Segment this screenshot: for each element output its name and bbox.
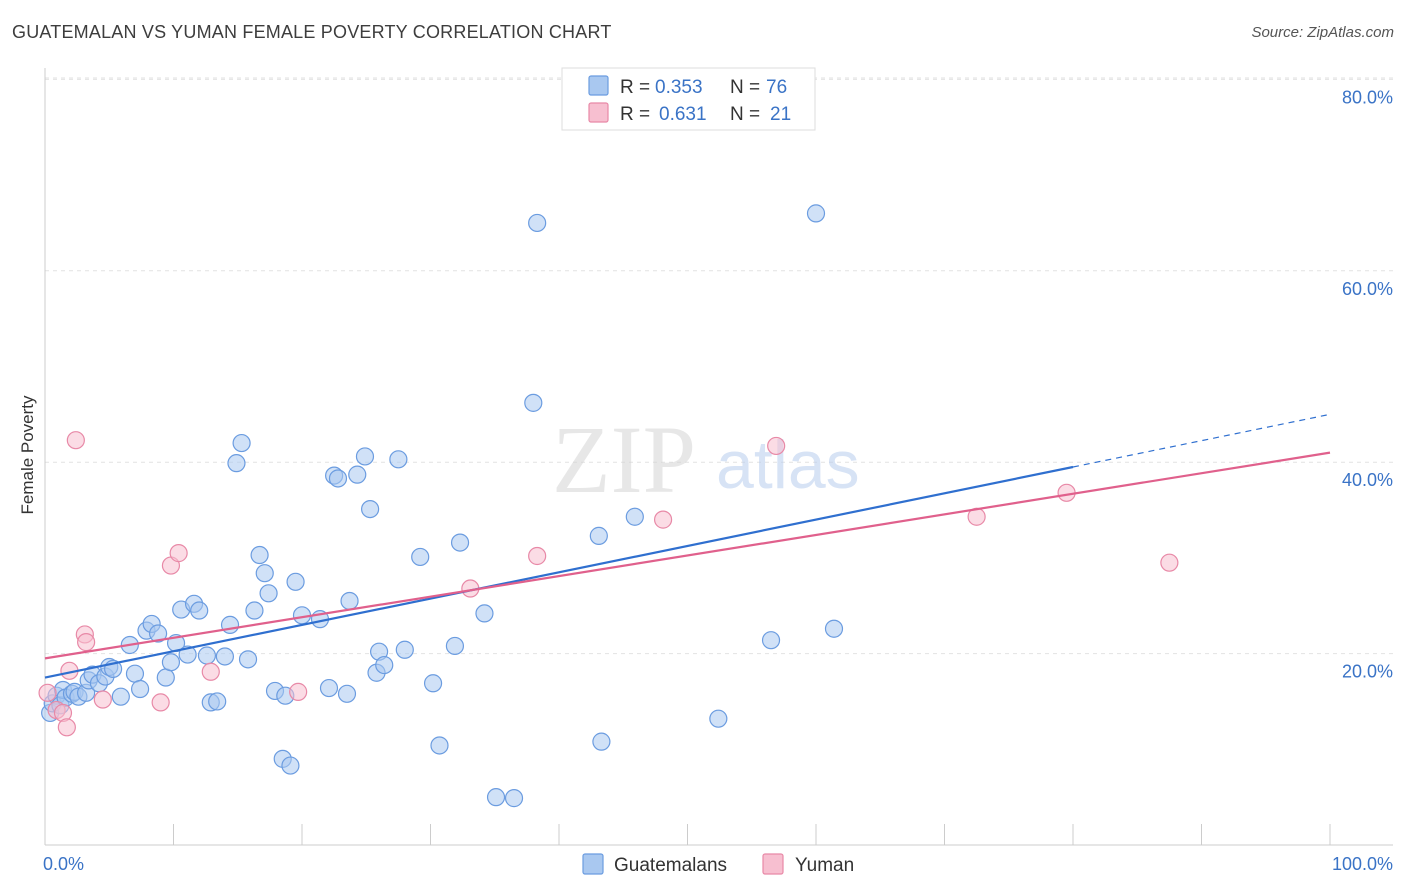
yuman-point	[57, 718, 76, 737]
guatemalan-point	[824, 619, 844, 638]
guatemalan-point	[355, 447, 375, 466]
guatemalan-point	[245, 601, 264, 620]
legend-n-value-2: 21	[770, 104, 791, 125]
yuman-point	[1160, 553, 1179, 572]
guatemalan-point	[178, 645, 197, 664]
guatemalan-point	[389, 450, 408, 469]
guatemalan-point	[259, 584, 278, 603]
guatemalan-point	[161, 653, 181, 672]
guatemalan-point	[589, 526, 608, 545]
guatemalan-point	[761, 631, 781, 650]
x-tick-label-min: 0.0%	[43, 854, 84, 874]
axis-layer: 20.0% 40.0% 60.0% 80.0% 0.0% 100.0%	[43, 68, 1393, 874]
legend-n-value-1: 76	[766, 77, 787, 98]
guatemalan-point	[806, 204, 826, 223]
guatemalan-point	[215, 647, 234, 666]
yuman-point	[93, 690, 112, 709]
bottom-legend-label-guatemalans: Guatemalans	[614, 855, 727, 876]
legend-swatch-yuman	[588, 102, 609, 123]
bottom-legend-label-yuman: Yuman	[795, 855, 854, 876]
yuman-point	[66, 431, 85, 450]
top-legend: R = 0.353 N = 76 R = 0.631 N = 21	[561, 67, 816, 131]
legend-n-label-1: N =	[730, 77, 760, 98]
guatemalan-point	[220, 615, 240, 634]
guatemalan-point	[255, 564, 274, 583]
legend-r-value-1: 0.353	[655, 77, 703, 98]
guatemalan-point	[281, 756, 300, 775]
guatemalan-point	[111, 687, 130, 706]
guatemalan-point	[156, 668, 175, 687]
guatemalan-point	[486, 788, 506, 807]
y-axis-label: Female Poverty	[18, 395, 37, 515]
guatemalan-point	[423, 674, 443, 693]
guatemalan-point	[238, 650, 258, 669]
y-tick-label: 80.0%	[1342, 87, 1393, 107]
watermark: ZIP atlas	[552, 406, 860, 513]
guatemalan-point	[592, 732, 611, 751]
grid-layer	[45, 77, 1393, 655]
guatemalan-point	[197, 646, 217, 665]
guatemalan-point	[337, 684, 357, 703]
guatemalan-point	[430, 736, 449, 755]
guatemalan-point	[528, 213, 547, 233]
guatemalan-point	[361, 499, 380, 519]
trend-layer	[44, 413, 1331, 679]
yuman-point	[289, 682, 308, 701]
yuman-point	[38, 683, 57, 702]
guatemalan-point	[227, 454, 246, 473]
yuman-point	[169, 544, 188, 563]
watermark-zip: ZIP	[552, 406, 696, 513]
guatemalan-point	[130, 679, 150, 699]
bottom-legend: Guatemalans Yuman	[582, 853, 854, 876]
source-label: Source: ZipAtlas.com	[1251, 24, 1394, 41]
chart-title: GUATEMALAN VS YUMAN FEMALE POVERTY CORRE…	[12, 22, 612, 42]
watermark-atlas: atlas	[716, 427, 860, 503]
y-tick-label: 20.0%	[1342, 662, 1393, 682]
guatemalan-point	[328, 469, 348, 488]
bottom-legend-swatch-guatemalans	[582, 853, 604, 875]
guatemalan-trendline	[44, 465, 1074, 679]
guatemalan-point	[445, 636, 465, 656]
guatemalan-point	[148, 624, 168, 643]
guatemalan-point	[625, 507, 644, 526]
guatemalan-point	[286, 572, 305, 591]
legend-swatch-guatemalans	[588, 75, 609, 96]
guatemalan-point	[450, 533, 470, 552]
guatemalan-point	[125, 664, 145, 683]
legend-r-label-2: R =	[620, 104, 650, 125]
yuman-point	[528, 546, 547, 566]
yuman-trendline	[44, 451, 1331, 660]
points-layer	[38, 204, 1179, 808]
guatemalan-point	[504, 789, 524, 808]
yuman-point	[77, 633, 96, 652]
guatemalan-point	[208, 692, 227, 711]
guatemalan-point	[411, 547, 430, 567]
bottom-legend-swatch-yuman	[762, 853, 784, 875]
guatemalan-point	[340, 591, 359, 611]
yuman-point	[201, 662, 220, 681]
guatemalan-point	[319, 678, 339, 698]
guatemalan-point	[250, 545, 269, 565]
guatemalan-point	[375, 655, 394, 675]
yuman-point	[653, 510, 673, 529]
guatemalan-point	[395, 640, 414, 659]
y-tick-label: 60.0%	[1342, 279, 1393, 299]
legend-n-label-2: N =	[730, 104, 760, 125]
y-tick-label: 40.0%	[1342, 470, 1393, 490]
legend-r-label-1: R =	[620, 77, 650, 98]
guatemalan-point	[475, 604, 494, 623]
guatemalan-point	[190, 601, 209, 620]
yuman-point	[767, 436, 786, 456]
legend-r-value-2: 0.631	[659, 104, 707, 125]
guatemalan-point	[232, 433, 251, 453]
guatemalan-point	[709, 709, 728, 728]
guatemalan-point	[348, 465, 367, 484]
yuman-point	[151, 693, 170, 712]
x-tick-label-max: 100.0%	[1332, 854, 1393, 874]
guatemalan-point	[524, 393, 543, 412]
